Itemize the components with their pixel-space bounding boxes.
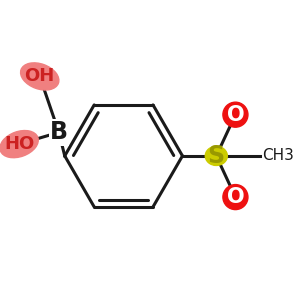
Ellipse shape: [223, 102, 248, 127]
Ellipse shape: [21, 63, 59, 90]
Text: HO: HO: [4, 135, 34, 153]
Text: B: B: [50, 120, 68, 144]
Text: O: O: [226, 105, 244, 125]
Text: S: S: [208, 144, 225, 168]
Ellipse shape: [205, 146, 227, 165]
Text: OH: OH: [25, 68, 55, 85]
Text: O: O: [226, 187, 244, 207]
Ellipse shape: [223, 184, 248, 210]
Text: CH3: CH3: [262, 148, 294, 164]
Ellipse shape: [0, 130, 38, 158]
